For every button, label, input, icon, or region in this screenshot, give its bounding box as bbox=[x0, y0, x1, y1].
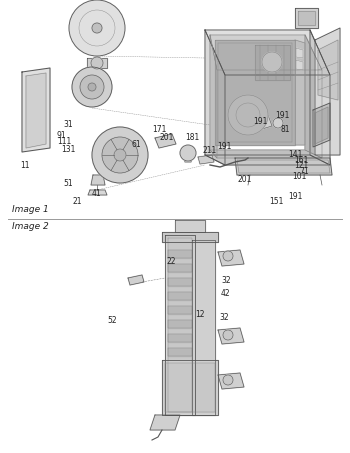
Polygon shape bbox=[235, 158, 332, 175]
Text: 101: 101 bbox=[292, 172, 307, 181]
Text: 91: 91 bbox=[56, 131, 66, 140]
Polygon shape bbox=[295, 40, 305, 145]
Polygon shape bbox=[26, 73, 46, 148]
Circle shape bbox=[91, 57, 103, 69]
Text: 191: 191 bbox=[253, 117, 268, 126]
Polygon shape bbox=[88, 190, 107, 195]
Circle shape bbox=[180, 145, 196, 161]
Polygon shape bbox=[205, 30, 330, 75]
Text: 131: 131 bbox=[61, 145, 76, 154]
Text: 42: 42 bbox=[221, 289, 231, 299]
Circle shape bbox=[223, 251, 233, 261]
Circle shape bbox=[92, 127, 148, 183]
Polygon shape bbox=[315, 107, 328, 144]
Polygon shape bbox=[255, 45, 290, 80]
Circle shape bbox=[69, 0, 125, 56]
Polygon shape bbox=[313, 103, 330, 147]
Circle shape bbox=[262, 52, 282, 72]
Polygon shape bbox=[183, 153, 193, 162]
Polygon shape bbox=[155, 134, 176, 148]
Text: 71: 71 bbox=[300, 167, 309, 176]
Polygon shape bbox=[318, 40, 338, 100]
Circle shape bbox=[114, 149, 126, 161]
Text: 51: 51 bbox=[63, 179, 73, 188]
Polygon shape bbox=[168, 348, 192, 356]
Polygon shape bbox=[296, 60, 303, 70]
Polygon shape bbox=[128, 275, 144, 285]
Polygon shape bbox=[168, 306, 192, 314]
Polygon shape bbox=[165, 235, 195, 415]
Text: 141: 141 bbox=[288, 150, 303, 159]
Text: 201: 201 bbox=[159, 133, 174, 142]
Text: 61: 61 bbox=[132, 140, 141, 149]
Polygon shape bbox=[168, 334, 192, 342]
Polygon shape bbox=[192, 240, 215, 415]
Circle shape bbox=[92, 23, 102, 33]
Text: 211: 211 bbox=[202, 146, 216, 154]
Polygon shape bbox=[162, 360, 218, 415]
Polygon shape bbox=[205, 30, 225, 165]
Polygon shape bbox=[210, 35, 217, 158]
Text: 21: 21 bbox=[72, 197, 82, 206]
Text: 52: 52 bbox=[107, 316, 117, 325]
Text: 191: 191 bbox=[288, 192, 303, 201]
Polygon shape bbox=[210, 35, 322, 70]
Polygon shape bbox=[198, 155, 214, 164]
Text: 191: 191 bbox=[217, 142, 231, 151]
Text: Image 2: Image 2 bbox=[12, 222, 49, 231]
Polygon shape bbox=[258, 115, 272, 129]
Polygon shape bbox=[305, 35, 322, 158]
Text: 11: 11 bbox=[20, 161, 29, 170]
Circle shape bbox=[88, 83, 96, 91]
Text: 181: 181 bbox=[186, 133, 199, 142]
Text: 22: 22 bbox=[167, 257, 176, 266]
Circle shape bbox=[80, 75, 104, 99]
Circle shape bbox=[72, 67, 112, 107]
Circle shape bbox=[223, 375, 233, 385]
Polygon shape bbox=[91, 175, 105, 185]
Text: 41: 41 bbox=[91, 189, 101, 198]
Text: 191: 191 bbox=[275, 111, 290, 120]
Polygon shape bbox=[165, 363, 215, 412]
Circle shape bbox=[102, 137, 138, 173]
Text: 201: 201 bbox=[238, 175, 252, 184]
Text: 151: 151 bbox=[269, 197, 284, 206]
Text: 121: 121 bbox=[294, 161, 308, 170]
Polygon shape bbox=[218, 328, 244, 344]
Text: 32: 32 bbox=[221, 276, 231, 285]
Polygon shape bbox=[150, 415, 180, 430]
Polygon shape bbox=[218, 373, 244, 389]
Polygon shape bbox=[168, 278, 192, 286]
Polygon shape bbox=[168, 292, 192, 300]
Polygon shape bbox=[210, 150, 322, 158]
Polygon shape bbox=[168, 320, 192, 328]
Text: 32: 32 bbox=[219, 313, 229, 322]
Circle shape bbox=[228, 95, 268, 135]
Polygon shape bbox=[218, 250, 244, 266]
Polygon shape bbox=[215, 40, 295, 145]
Polygon shape bbox=[175, 220, 205, 232]
Polygon shape bbox=[295, 8, 318, 28]
Polygon shape bbox=[168, 264, 192, 272]
Text: 171: 171 bbox=[152, 125, 167, 134]
Polygon shape bbox=[22, 68, 50, 152]
Polygon shape bbox=[237, 160, 330, 173]
Text: 31: 31 bbox=[63, 120, 73, 130]
Text: 111: 111 bbox=[58, 137, 72, 146]
Polygon shape bbox=[296, 48, 303, 58]
Text: 161: 161 bbox=[294, 156, 308, 165]
Text: 12: 12 bbox=[195, 309, 204, 318]
Polygon shape bbox=[310, 30, 330, 165]
Polygon shape bbox=[87, 58, 107, 68]
Polygon shape bbox=[315, 28, 340, 155]
Polygon shape bbox=[298, 11, 315, 25]
Circle shape bbox=[223, 330, 233, 340]
Polygon shape bbox=[205, 155, 330, 165]
Text: Image 1: Image 1 bbox=[12, 205, 49, 214]
Polygon shape bbox=[162, 232, 218, 242]
Polygon shape bbox=[168, 250, 192, 258]
Polygon shape bbox=[168, 238, 192, 412]
Circle shape bbox=[273, 118, 283, 128]
Text: 81: 81 bbox=[280, 125, 290, 134]
